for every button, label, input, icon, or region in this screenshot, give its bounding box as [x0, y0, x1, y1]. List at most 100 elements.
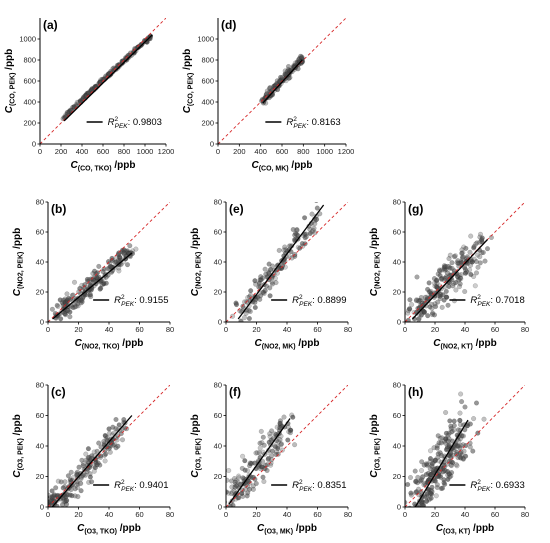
data-point — [454, 463, 460, 469]
data-point — [284, 68, 290, 74]
data-point — [240, 303, 246, 309]
data-point — [55, 478, 61, 484]
data-point — [424, 509, 429, 514]
y-tick-label: 20 — [36, 472, 44, 481]
data-point — [413, 479, 419, 485]
data-point — [439, 276, 445, 282]
data-point — [426, 280, 432, 286]
data-point — [453, 462, 459, 468]
data-point — [269, 453, 275, 459]
data-point — [257, 450, 263, 456]
data-point — [67, 314, 73, 320]
x-axis-label: C(NO2, MK) /ppb — [255, 338, 320, 351]
y-axis-label: C(NO2, PEK) /ppb — [190, 228, 203, 296]
identity-line — [226, 385, 348, 507]
data-point — [113, 426, 119, 432]
data-point — [252, 299, 258, 305]
data-point — [461, 433, 467, 439]
data-point — [64, 291, 70, 297]
data-point — [432, 301, 438, 307]
data-point — [429, 464, 435, 470]
data-point — [422, 309, 428, 315]
data-point — [432, 457, 438, 463]
data-point — [428, 448, 434, 454]
identity-line — [405, 385, 525, 507]
data-point — [418, 489, 424, 495]
data-point — [458, 391, 464, 397]
identity-line — [226, 202, 348, 322]
data-point — [260, 434, 266, 440]
data-point — [257, 440, 263, 446]
data-point — [449, 428, 455, 434]
y-axis-label: C(NO2, PEK) /ppb — [369, 228, 382, 296]
x-tick-label: 1200 — [338, 147, 355, 156]
data-point — [427, 466, 433, 472]
y-tick-label: 60 — [214, 411, 222, 420]
y-tick-label: 400 — [201, 98, 214, 107]
data-point — [73, 304, 79, 310]
x-tick-label: 1000 — [137, 147, 154, 156]
data-point — [229, 484, 235, 490]
data-point — [116, 265, 122, 271]
data-point — [267, 86, 273, 92]
x-tick-label: 40 — [461, 510, 469, 519]
data-point — [314, 205, 320, 211]
data-point — [437, 435, 443, 441]
data-point — [78, 488, 84, 494]
x-tick-label: 200 — [55, 147, 68, 156]
data-point — [420, 519, 425, 524]
data-point — [269, 428, 275, 434]
data-point — [127, 243, 133, 249]
x-tick-label: 20 — [74, 325, 82, 334]
data-point — [79, 282, 85, 288]
data-point — [414, 274, 420, 280]
data-point — [432, 280, 438, 286]
x-axis-label: C(O3, TKO) /ppb — [77, 523, 141, 536]
data-point — [429, 305, 435, 311]
data-point — [91, 268, 97, 274]
plot-area-c — [48, 385, 170, 507]
data-point — [449, 463, 455, 469]
x-tick-label: 20 — [252, 510, 260, 519]
data-point — [467, 440, 473, 446]
data-point — [79, 298, 85, 304]
data-point — [236, 475, 242, 481]
data-point — [266, 439, 272, 445]
data-point — [97, 455, 103, 461]
data-point — [446, 284, 452, 290]
data-point — [279, 265, 285, 271]
data-point — [67, 492, 73, 498]
data-point — [94, 462, 100, 468]
x-tick-label: 0 — [216, 147, 220, 156]
data-point — [68, 469, 74, 475]
data-point — [440, 485, 446, 491]
data-point — [449, 260, 455, 266]
data-point — [94, 275, 100, 281]
x-tick-label: 60 — [135, 510, 143, 519]
data-point — [286, 429, 292, 435]
data-point — [451, 298, 457, 304]
data-point — [429, 312, 435, 318]
data-point — [442, 467, 448, 473]
x-tick-label: 60 — [313, 325, 321, 334]
data-point — [85, 279, 91, 285]
data-point — [63, 112, 69, 118]
y-tick-label: 80 — [393, 381, 401, 390]
plot-area-b — [48, 202, 170, 322]
panel-label: (f) — [229, 385, 241, 399]
data-point — [270, 448, 276, 454]
data-point — [87, 474, 93, 480]
data-point — [434, 482, 440, 488]
data-point — [85, 446, 91, 452]
data-point — [434, 485, 440, 491]
data-point — [408, 490, 414, 496]
data-point — [102, 458, 108, 464]
data-point — [268, 460, 274, 466]
data-point — [254, 450, 260, 456]
data-point — [98, 453, 104, 459]
data-point — [245, 295, 251, 301]
data-point — [96, 263, 102, 269]
data-point — [102, 433, 108, 439]
data-point — [423, 472, 429, 478]
